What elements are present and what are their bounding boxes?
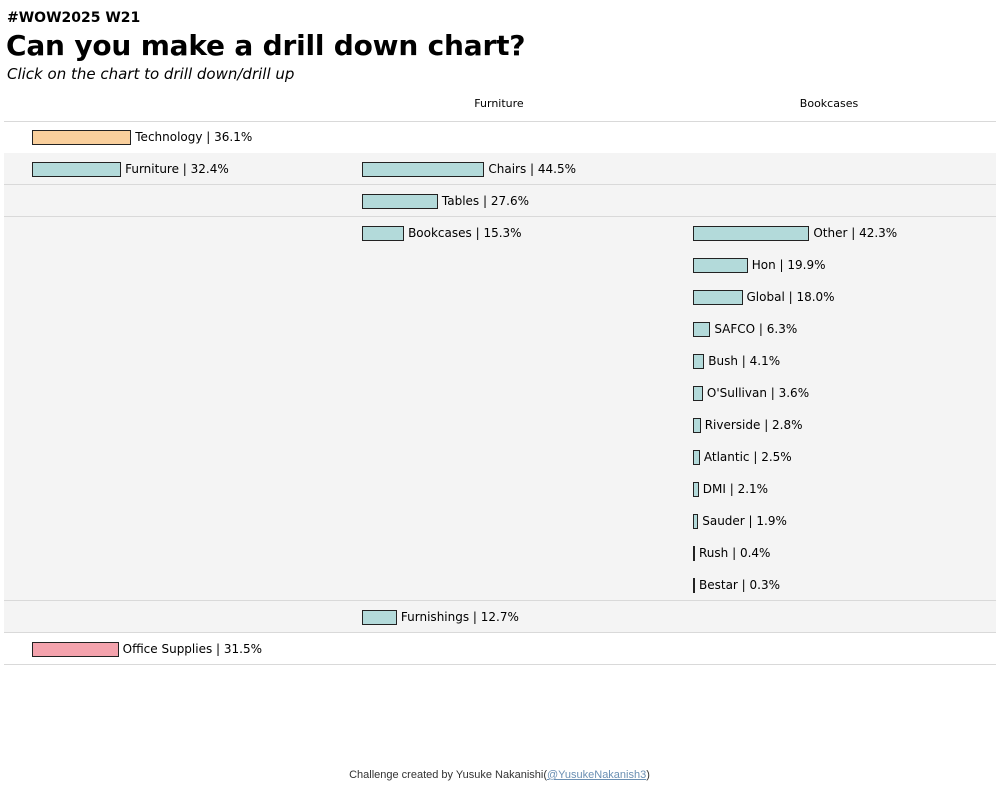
bar-technology[interactable] xyxy=(32,129,132,145)
page-title: Can you make a drill down chart? xyxy=(6,29,526,62)
bar-label-value: 6.3 xyxy=(766,322,786,336)
bar-label-value: 32.4 xyxy=(190,162,218,176)
bar-label-bush[interactable]: Bush | 4.1% xyxy=(708,354,781,368)
bar-label-value: 2.8 xyxy=(772,418,792,432)
footer-close: ) xyxy=(646,769,650,781)
bar-other[interactable] xyxy=(693,225,810,241)
bar-label-name: DMI xyxy=(702,482,726,496)
bar-label-name: Chairs xyxy=(488,162,527,176)
bar-chairs[interactable] xyxy=(362,161,485,177)
bar-riverside[interactable] xyxy=(693,417,701,433)
bar-label-furnishings[interactable]: Furnishings | 12.7% xyxy=(400,610,519,624)
row-band xyxy=(4,601,996,633)
bar-furnishings[interactable] xyxy=(362,609,397,625)
bar-label-name: Other xyxy=(813,226,848,240)
bar-global[interactable] xyxy=(693,289,743,305)
bar-label-value: 18.0 xyxy=(796,290,824,304)
bar-label-name: Bush xyxy=(708,354,738,368)
bar-label-global[interactable]: Global | 18.0% xyxy=(746,290,835,304)
bar-hon[interactable] xyxy=(693,257,748,273)
bar-label-rush[interactable]: Rush | 0.4% xyxy=(699,546,771,560)
footer-credit: Challenge created by Yusuke Nakanishi(@Y… xyxy=(0,769,999,781)
bar-tables[interactable] xyxy=(362,193,438,209)
bar-label-riverside[interactable]: Riverside | 2.8% xyxy=(704,418,803,432)
instruction-text: Click on the chart to drill down/drill u… xyxy=(7,65,295,83)
bar-label-name: Tables xyxy=(441,194,480,208)
bar-label-name: Technology xyxy=(135,130,203,144)
row-band xyxy=(4,185,996,217)
bar-label-value: 44.5 xyxy=(537,162,565,176)
bar-label-name: Bookcases xyxy=(408,226,472,240)
bar-label-name: O'Sullivan xyxy=(706,386,767,400)
bar-label-name: Bestar xyxy=(699,578,738,592)
bar-label-name: Riverside xyxy=(704,418,761,432)
bar-label-dmi[interactable]: DMI | 2.1% xyxy=(702,482,769,496)
bar-label-office-supplies[interactable]: Office Supplies | 31.5% xyxy=(122,642,263,656)
bar-bush[interactable] xyxy=(693,353,705,369)
bar-label-sauder[interactable]: Sauder | 1.9% xyxy=(702,514,787,528)
bar-label-value: 19.9 xyxy=(787,258,815,272)
bar-label-name: Atlantic xyxy=(703,450,750,464)
bar-safco[interactable] xyxy=(693,321,711,337)
drill-down-chart[interactable]: Technology | 36.1% Furniture | 32.4% Chair… xyxy=(4,121,996,666)
bar-label-atlantic[interactable]: Atlantic | 2.5% xyxy=(703,450,792,464)
bar-bestar[interactable] xyxy=(693,577,695,593)
bar-o-sullivan[interactable] xyxy=(693,385,703,401)
bar-label-value: 3.6 xyxy=(778,386,798,400)
bar-rush[interactable] xyxy=(693,545,695,561)
bar-sauder[interactable] xyxy=(693,513,699,529)
bar-label-bestar[interactable]: Bestar | 0.3% xyxy=(699,578,781,592)
bar-atlantic[interactable] xyxy=(693,449,700,465)
twitter-link[interactable]: @YusukeNakanish3 xyxy=(547,769,647,781)
bar-bookcases[interactable] xyxy=(362,225,405,241)
row-band xyxy=(4,633,996,665)
bar-label-name: Hon xyxy=(751,258,776,272)
bar-label-value: 0.3 xyxy=(749,578,769,592)
bar-label-value: 15.3 xyxy=(483,226,511,240)
bar-dmi[interactable] xyxy=(693,481,699,497)
row-band xyxy=(4,153,996,185)
bar-label-name: Sauder xyxy=(702,514,745,528)
bar-label-value: 12.7 xyxy=(480,610,508,624)
bar-label-name: Furnishings xyxy=(400,610,470,624)
bar-label-name: Furniture xyxy=(125,162,179,176)
bar-label-name: Global xyxy=(746,290,785,304)
bar-label-safco[interactable]: SAFCO | 6.3% xyxy=(714,322,798,336)
bar-label-name: Rush xyxy=(699,546,729,560)
bar-label-value: 36.1 xyxy=(214,130,241,144)
bar-label-tables[interactable]: Tables | 27.6% xyxy=(441,194,529,208)
bar-label-value: 27.6 xyxy=(490,194,518,208)
bar-label-other[interactable]: Other | 42.3% xyxy=(813,226,898,240)
bar-label-value: 0.4 xyxy=(739,546,760,560)
bar-label-value: 42.3 xyxy=(859,226,886,240)
bar-label-chairs[interactable]: Chairs | 44.5% xyxy=(488,162,577,176)
bar-label-value: 2.1 xyxy=(737,482,757,496)
bar-label-furniture[interactable]: Furniture | 32.4% xyxy=(125,162,229,176)
column-header-bookcases: Bookcases xyxy=(799,97,859,110)
bar-label-technology[interactable]: Technology | 36.1% xyxy=(135,130,253,144)
bar-label-value: 2.5 xyxy=(761,450,781,464)
bar-label-name: SAFCO xyxy=(714,322,756,336)
bar-label-o-sullivan[interactable]: O'Sullivan | 3.6% xyxy=(706,386,810,400)
bar-label-hon[interactable]: Hon | 19.9% xyxy=(751,258,826,272)
bar-label-bookcases[interactable]: Bookcases | 15.3% xyxy=(408,226,522,240)
row-band xyxy=(4,121,996,154)
bar-label-value: 4.1 xyxy=(749,354,769,368)
row-band xyxy=(4,217,996,601)
challenge-tag: #WOW2025 W21 xyxy=(7,10,141,26)
column-header-furniture: Furniture xyxy=(474,97,524,110)
bar-label-name: Office Supplies xyxy=(122,642,213,656)
bar-label-value: 1.9 xyxy=(756,514,776,528)
bar-label-value: 31.5 xyxy=(223,642,251,656)
footer-text: Challenge created by Yusuke Nakanishi( xyxy=(349,769,547,781)
bar-office-supplies[interactable] xyxy=(32,641,119,657)
bar-furniture[interactable] xyxy=(32,161,122,177)
